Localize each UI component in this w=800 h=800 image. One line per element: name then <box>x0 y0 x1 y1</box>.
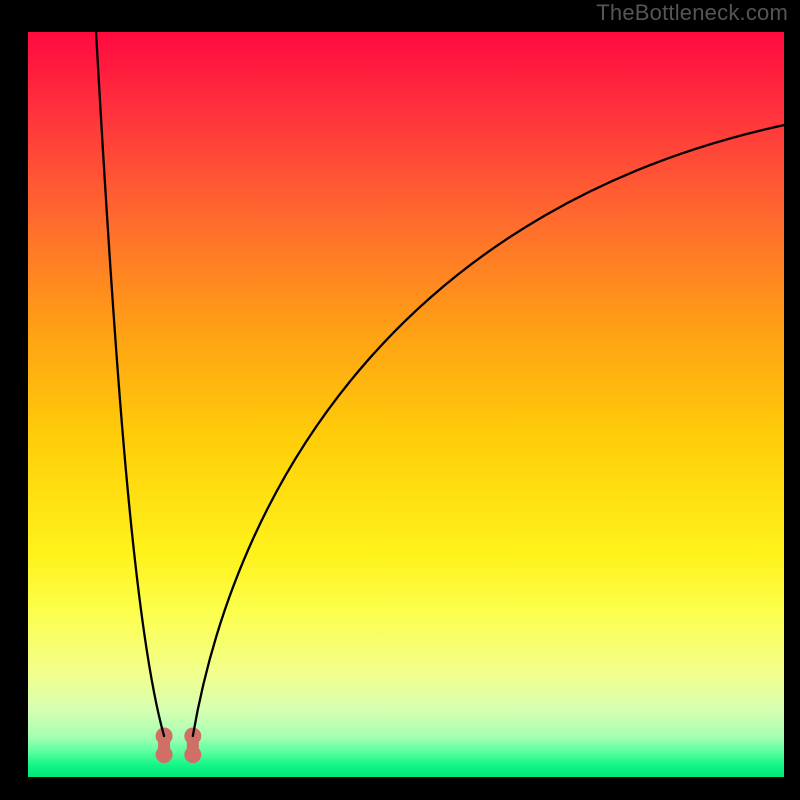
curve-right-branch <box>193 125 784 736</box>
watermark-text: TheBottleneck.com <box>596 0 788 26</box>
plot-overlay-svg <box>28 32 784 777</box>
plot-area <box>28 32 784 777</box>
chart-root: TheBottleneck.com <box>0 0 800 800</box>
marker-dot-bottom <box>156 746 173 763</box>
curve-left-branch <box>96 32 164 736</box>
marker-dot-bottom <box>184 746 201 763</box>
